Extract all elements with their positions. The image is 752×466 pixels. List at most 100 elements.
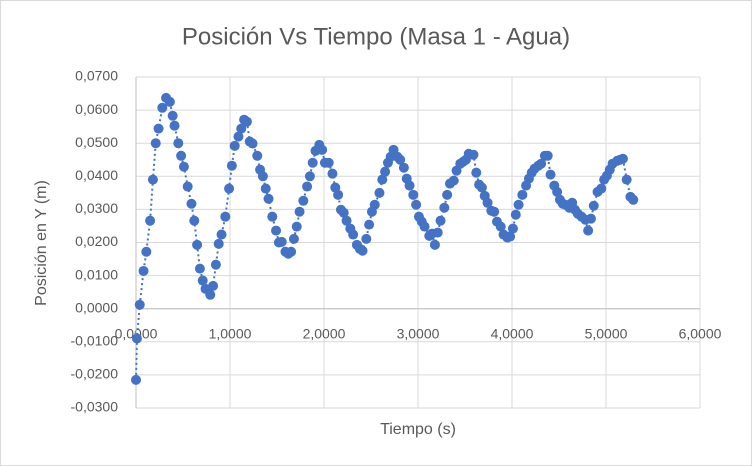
y-tick-label: 0,0700 — [75, 68, 118, 84]
data-point — [429, 239, 440, 250]
data-point — [435, 215, 446, 226]
data-point — [395, 154, 406, 165]
y-tick-label: 0,0000 — [75, 299, 118, 315]
data-point — [157, 102, 168, 113]
data-point — [448, 175, 459, 186]
y-tick-label: 0,0600 — [75, 101, 118, 117]
data-point — [205, 289, 216, 300]
data-point — [167, 110, 178, 121]
data-point — [333, 189, 344, 200]
y-axis-title: Posición en Y (m) — [33, 180, 50, 306]
y-tick-label: 0,0400 — [75, 167, 118, 183]
data-point — [173, 138, 184, 149]
data-point — [404, 180, 415, 191]
data-point — [164, 96, 175, 107]
data-point — [208, 280, 219, 291]
x-tick-label: 1,0000 — [209, 325, 252, 341]
data-point — [169, 120, 180, 131]
data-point — [471, 167, 482, 178]
data-point — [150, 138, 161, 149]
y-tick-label: -0,0200 — [71, 366, 119, 382]
data-point — [585, 213, 596, 224]
x-axis-title: Tiempo (s) — [380, 421, 456, 438]
data-point — [210, 259, 221, 270]
data-point — [226, 160, 237, 171]
data-point — [213, 238, 224, 249]
data-point — [286, 246, 297, 257]
data-point — [536, 158, 547, 169]
data-point — [271, 225, 282, 236]
data-point — [323, 157, 334, 168]
data-point — [257, 171, 268, 182]
data-point — [583, 225, 594, 236]
data-point — [432, 227, 443, 238]
data-point — [294, 206, 305, 217]
data-point — [489, 206, 500, 217]
data-point — [178, 161, 189, 172]
data-point — [348, 229, 359, 240]
data-point — [241, 116, 252, 127]
data-point — [617, 153, 628, 164]
data-point — [307, 157, 318, 168]
data-point — [510, 209, 521, 220]
data-point — [189, 215, 200, 226]
data-point — [628, 194, 639, 205]
data-point — [341, 215, 352, 226]
data-point — [408, 189, 419, 200]
data-point — [380, 166, 391, 177]
data-point — [186, 198, 197, 209]
data-point — [194, 263, 205, 274]
data-point — [338, 207, 349, 218]
data-point — [220, 211, 231, 222]
data-point — [252, 150, 263, 161]
data-point — [131, 374, 141, 385]
data-point — [236, 123, 247, 134]
data-point — [141, 246, 152, 257]
data-point — [377, 174, 388, 185]
data-point — [131, 333, 142, 344]
data-point — [147, 174, 158, 185]
y-tick-label: -0,0300 — [71, 399, 119, 415]
data-point — [192, 239, 203, 250]
data-point — [552, 186, 563, 197]
data-point — [364, 219, 375, 230]
y-tick-label: 0,0200 — [75, 233, 118, 249]
x-tick-label: 4,0000 — [491, 325, 534, 341]
data-point — [145, 215, 156, 226]
data-point — [153, 123, 164, 134]
data-point — [361, 233, 372, 244]
data-point — [304, 171, 315, 182]
x-tick-label: 6,0000 — [679, 325, 722, 341]
data-point — [317, 144, 328, 155]
data-point — [476, 182, 487, 193]
data-point — [482, 197, 493, 208]
data-point — [276, 236, 287, 247]
data-point — [505, 231, 516, 242]
chart-title: Posición Vs Tiempo (Masa 1 - Agua) — [182, 23, 570, 50]
data-point — [263, 193, 274, 204]
x-tick-label: 2,0000 — [303, 325, 346, 341]
y-tick-label: 0,0100 — [75, 266, 118, 282]
data-point — [468, 149, 479, 160]
data-point — [247, 138, 258, 149]
y-tick-label: 0,0500 — [75, 134, 118, 150]
data-point — [596, 183, 607, 194]
data-point — [182, 181, 193, 192]
data-point — [588, 200, 599, 211]
data-point — [229, 140, 240, 151]
data-point — [224, 183, 235, 194]
data-point — [398, 162, 409, 173]
x-tick-label: 3,0000 — [397, 325, 440, 341]
data-point — [176, 150, 187, 161]
data-point — [134, 299, 145, 310]
data-point — [442, 189, 453, 200]
data-point — [419, 221, 430, 232]
data-point — [545, 169, 556, 180]
x-tick-label: 5,0000 — [585, 325, 628, 341]
data-point — [439, 202, 450, 213]
data-point — [357, 245, 368, 256]
data-point — [216, 229, 227, 240]
data-point — [621, 174, 632, 185]
